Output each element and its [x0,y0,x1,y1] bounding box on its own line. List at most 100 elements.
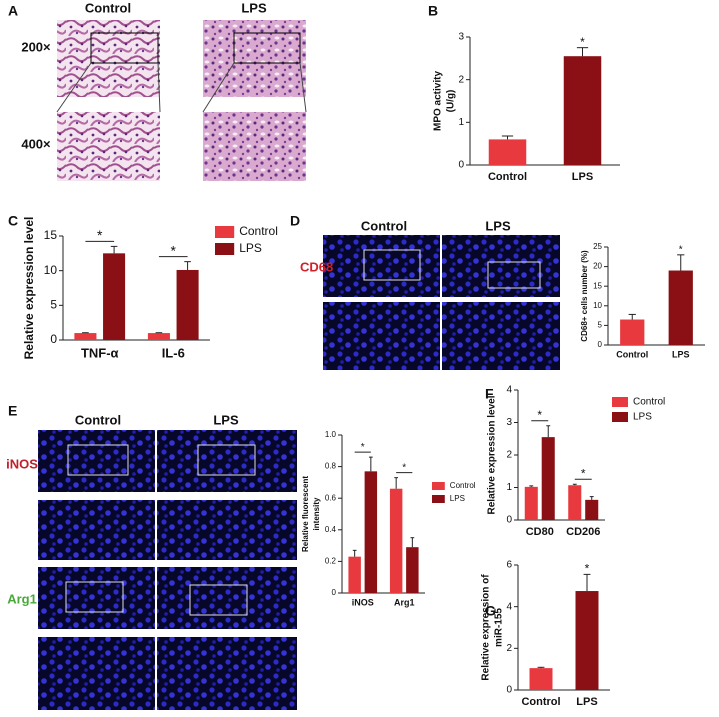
y-axis-label: miR-155 [494,608,505,647]
bar [74,333,97,340]
legend-label: LPS [239,241,262,255]
legend-swatch [432,482,445,490]
significance: * [580,35,585,49]
x-tick-label: Control [488,171,527,183]
significance: * [585,562,590,576]
significance: * [537,408,542,422]
bar [389,488,403,593]
legend-label: LPS [633,412,652,423]
row-label: 200× [21,39,51,54]
legend-label: Control [239,224,278,238]
y-tick-label: 1.0 [325,430,337,439]
x-tick-label: Control [521,696,560,708]
x-tick-label: CD80 [526,526,554,538]
bar [147,333,170,340]
y-axis-label: CD68+ cells number (%) [580,250,589,342]
bar [668,270,693,345]
y-tick-label: 0 [598,340,603,349]
column-label: Control [361,218,407,233]
x-tick-label: LPS [572,171,593,183]
bar [541,437,555,520]
bar [103,253,126,340]
legend-swatch [215,226,235,238]
x-tick-label: LPS [576,696,597,708]
panel-letter: F [485,386,494,402]
y-axis-label: Relative expression level [22,217,36,360]
panel-d-images [323,235,560,370]
bar [575,591,599,690]
stain-label: Arg1 [7,591,37,606]
bar [364,471,378,593]
y-tick-label: 0 [506,685,512,696]
legend-swatch [612,397,628,407]
stain-label: iNOS [6,456,38,471]
panel-letter: C [8,213,18,229]
bar [488,139,527,165]
y-axis-label: Relative fluorescent [301,476,310,552]
panel-a-images [56,20,307,181]
y-tick-label: 2 [506,643,512,654]
bar [620,319,645,345]
y-tick-label: 0.6 [325,493,337,502]
y-tick-label: 15 [593,281,602,290]
y-tick-label: 25 [593,242,602,251]
panel-letter: E [8,403,17,419]
legend-label: Control [450,481,476,490]
significance: * [97,227,103,243]
column-label: Control [85,0,131,15]
column-label: LPS [485,218,511,233]
y-tick-label: 6 [506,560,512,571]
x-tick-label: Arg1 [394,597,415,607]
y-tick-label: 0.4 [325,525,337,534]
y-tick-label: 0 [50,332,57,346]
panel-letter: G [485,603,496,619]
significance: * [171,242,177,258]
panel-letter: A [8,3,18,19]
y-tick-label: 10 [44,263,58,277]
y-tick-label: 5 [50,298,57,312]
x-tick-label: LPS [672,349,690,359]
significance: * [402,462,406,473]
stain-label: CD68 [300,259,333,274]
y-axis-label: Relative expression of [481,574,492,681]
column-label: Control [75,412,121,427]
significance: * [361,442,365,453]
y-tick-label: 4 [506,385,512,396]
panel-letter: B [428,3,438,19]
legend-swatch [432,495,445,503]
legend-swatch [612,412,628,422]
y-tick-label: 0 [332,588,337,597]
y-axis-label: intensity [312,497,321,530]
panel-letter: D [290,213,300,229]
bar [348,556,361,593]
significance: * [581,466,586,480]
y-tick-label: 15 [44,228,58,242]
y-tick-label: 0 [506,515,512,526]
y-tick-label: 2 [458,74,464,85]
column-label: LPS [213,412,239,427]
legend-label: Control [633,397,665,408]
y-tick-label: 0.2 [325,557,337,566]
y-axis-label: (U/g) [446,90,457,113]
legend-label: LPS [450,494,465,503]
y-tick-label: 5 [598,321,603,330]
y-tick-label: 3 [458,32,464,43]
x-tick-label: CD206 [566,526,600,538]
x-tick-label: IL-6 [162,345,185,360]
bar [406,547,419,593]
x-tick-label: TNF-α [81,345,119,360]
y-tick-label: 0 [458,160,464,171]
bar [529,668,553,690]
legend-swatch [215,243,235,255]
bar [568,485,582,520]
y-axis-label: Relative expression level [487,395,498,514]
bar [524,486,538,520]
bar [176,269,199,340]
y-tick-label: 2 [506,450,512,461]
y-axis-label: MPO activity [433,71,444,131]
bar [563,56,602,166]
x-tick-label: iNOS [352,597,374,607]
y-tick-label: 3 [506,417,512,428]
bar [585,499,599,520]
